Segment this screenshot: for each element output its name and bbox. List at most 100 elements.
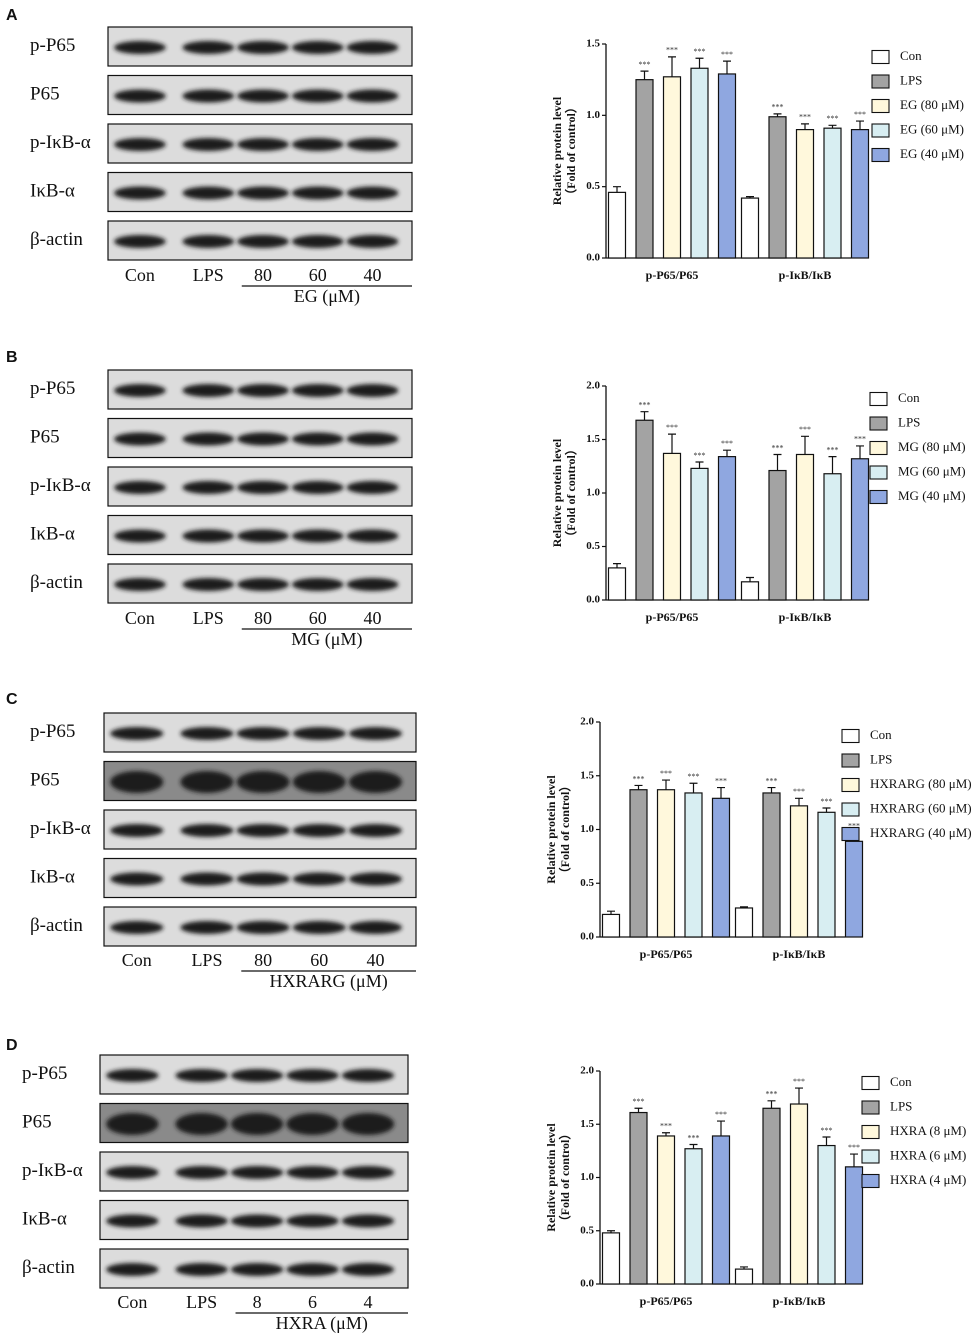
legend-swatch <box>871 49 890 65</box>
error-bar <box>828 124 837 129</box>
panel-letter: A <box>6 7 18 24</box>
bar <box>607 567 627 601</box>
x-tick-label: p-IκB/IκB <box>773 1294 826 1308</box>
error-bar <box>613 186 621 193</box>
error-bar <box>689 782 698 793</box>
legend-label: LPS <box>870 751 892 766</box>
band <box>291 384 344 397</box>
error-bar <box>723 60 731 74</box>
bar <box>629 1111 648 1285</box>
bar <box>717 456 737 601</box>
y-axis-label: Relative protein level <box>550 438 564 547</box>
bar <box>740 197 760 259</box>
legend-swatch <box>869 489 888 505</box>
band <box>175 1113 228 1135</box>
lane-label: 80 <box>254 265 272 285</box>
band <box>237 481 289 494</box>
legend-swatch <box>869 416 888 431</box>
significance: *** <box>854 435 866 444</box>
band <box>346 432 399 446</box>
error-bar <box>746 196 754 199</box>
band <box>291 578 344 591</box>
y-axis-label: （Fold of control） <box>563 443 578 543</box>
y-tick-label: 1.0 <box>586 487 600 499</box>
x-tick-label: p-IκB/IκB <box>779 268 832 282</box>
row-label: β-actin <box>30 572 83 593</box>
y-tick-label: 2.0 <box>580 1065 594 1077</box>
row-label: IκB-α <box>22 1208 67 1229</box>
significance: *** <box>715 776 727 785</box>
y-tick-label: 1.0 <box>580 1171 594 1183</box>
legend-swatch <box>869 440 888 456</box>
significance: *** <box>715 1110 727 1119</box>
band <box>106 1214 159 1228</box>
row-label: p-P65 <box>30 721 75 742</box>
bar <box>629 789 648 938</box>
significance: *** <box>633 1097 645 1106</box>
row-label: p-P65 <box>30 35 75 56</box>
legend-swatch <box>871 147 890 163</box>
legend-swatch <box>861 1100 880 1115</box>
error-bar <box>613 563 621 568</box>
error-bar <box>668 433 676 454</box>
band <box>237 138 289 151</box>
significance: *** <box>639 401 651 410</box>
band <box>236 824 290 837</box>
row-label: IκB-α <box>30 180 75 201</box>
legend-swatch <box>871 123 890 138</box>
band <box>110 727 164 740</box>
y-tick-label: 1.5 <box>586 433 600 445</box>
band <box>106 1166 159 1179</box>
error-bar <box>767 1100 776 1109</box>
significance: *** <box>827 445 839 454</box>
band <box>180 872 234 886</box>
bar <box>684 792 703 938</box>
bar <box>768 116 787 259</box>
significance: *** <box>854 110 866 119</box>
band <box>346 41 399 54</box>
x-tick-label: p-IκB/IκB <box>773 947 826 961</box>
bar <box>684 1148 703 1285</box>
band <box>230 1166 284 1179</box>
bar <box>607 191 627 259</box>
significance: *** <box>666 423 678 432</box>
band <box>180 771 234 793</box>
lane-label: 80 <box>254 608 272 628</box>
significance: *** <box>660 769 672 778</box>
legend-label: Con <box>900 48 922 63</box>
legend-label: LPS <box>900 72 922 87</box>
legend-swatch <box>841 777 860 793</box>
band <box>346 138 399 151</box>
bar <box>601 1232 621 1285</box>
band <box>341 1214 395 1228</box>
legend-label: EG (80 μM) <box>900 97 964 112</box>
y-tick-label: 1.5 <box>586 38 600 50</box>
significance: *** <box>821 1126 833 1135</box>
row-label: p-IκB-α <box>30 818 91 839</box>
lane-label: 40 <box>366 950 384 970</box>
bar <box>601 913 621 938</box>
error-bar <box>634 1107 643 1113</box>
legend-label: LPS <box>898 414 920 429</box>
band <box>286 1113 339 1135</box>
bar <box>844 1166 864 1285</box>
legend-label: HXRARG (60 μM) <box>870 800 972 815</box>
band <box>114 186 166 200</box>
band <box>230 1069 284 1082</box>
significance: *** <box>639 60 651 69</box>
group-label: MG (μM) <box>291 629 362 650</box>
lane-label: 80 <box>254 950 272 970</box>
lane-label: LPS <box>193 608 224 628</box>
band <box>110 872 164 886</box>
lane-label: Con <box>122 950 152 970</box>
bar <box>662 452 682 601</box>
band <box>182 186 235 200</box>
legend-label: MG (40 μM) <box>898 488 966 503</box>
error-bar <box>828 456 837 474</box>
legend-swatch <box>841 728 860 744</box>
bar <box>690 467 709 601</box>
lane-label: LPS <box>193 265 224 285</box>
panel-letter: B <box>6 349 18 366</box>
bar <box>656 1135 676 1285</box>
band <box>180 921 234 934</box>
